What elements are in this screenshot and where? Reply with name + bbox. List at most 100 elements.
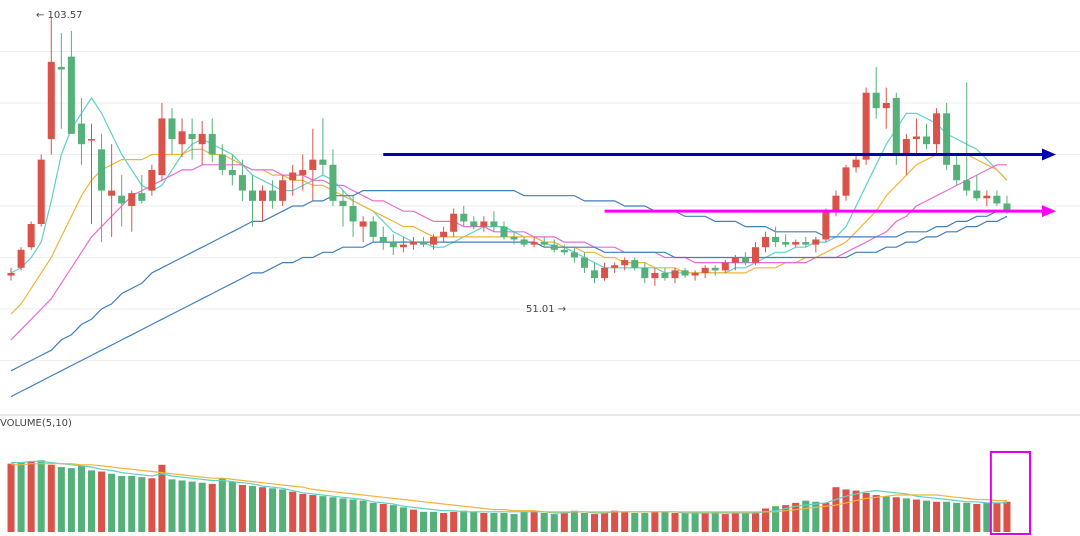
candle-body-4 [47,61,55,140]
volume-bar-81 [822,502,830,532]
volume-bar-49 [500,512,508,532]
candle-body-86 [872,92,880,109]
candle-body-36 [369,221,377,237]
volume-bar-72 [731,512,739,532]
volume-bar-44 [450,511,458,532]
volume-bar-24 [248,486,256,532]
candle-body-1 [17,249,25,268]
volume-bar-9 [98,471,106,532]
candle-body-55 [560,249,568,253]
candle-body-24 [248,190,256,201]
volume-bar-78 [792,502,800,532]
volume-bar-85 [862,492,870,532]
candle-body-8 [87,139,96,141]
candle-body-30 [309,159,317,170]
candle-body-0 [7,272,15,276]
volume-bar-14 [148,478,156,532]
candle-body-13 [138,193,146,201]
volume-bar-79 [802,500,810,532]
volume-bar-6 [67,468,75,532]
volume-bar-31 [319,496,327,532]
volume-bar-2 [27,461,35,532]
candle-body-70 [711,267,719,271]
candle-body-45 [460,213,468,222]
volume-bar-77 [782,505,790,532]
candle-body-75 [762,236,770,248]
candle-body-94 [953,164,961,181]
candle-body-59 [601,267,609,279]
volume-bar-88 [892,497,900,532]
candle-body-81 [822,211,830,240]
volume-bar-69 [701,512,709,532]
volume-bar-66 [671,512,679,532]
level-arrowhead-support [1042,205,1056,218]
candle-body-90 [912,136,920,140]
candle-body-80 [812,239,820,245]
volume-bar-84 [852,490,860,532]
volume-bar-13 [138,477,146,532]
candle-body-9 [98,149,106,191]
volume-bar-30 [309,495,317,532]
candle-body-97 [983,195,991,199]
volume-bar-91 [922,500,931,532]
candle-body-85 [862,92,870,160]
volume-bar-8 [87,470,96,532]
ma-line-ma60b [10,215,1008,398]
candle-body-84 [852,159,860,168]
candle-body-31 [319,159,327,165]
candle-body-88 [892,97,900,155]
candle-body-78 [792,242,800,245]
volume-indicator-label: VOLUME(5,10) [0,418,72,429]
candle-body-95 [963,180,971,191]
candle-body-71 [721,262,729,271]
ma-line-ma5 [10,96,1008,274]
volume-bar-89 [902,498,910,532]
candle-body-99 [1003,203,1011,212]
volume-bar-80 [812,501,820,532]
volume-ma-line-1 [11,463,1007,513]
volume-bar-38 [389,505,397,532]
volume-bar-64 [651,511,659,532]
volume-bar-25 [259,487,267,532]
volume-bar-52 [530,510,538,532]
volume-bar-22 [228,481,236,532]
candle-body-18 [188,133,196,140]
volume-bar-20 [208,483,216,532]
volume-bar-12 [128,476,136,532]
volume-bar-99 [1003,501,1011,532]
candle-body-19 [198,133,206,145]
candle-body-39 [399,244,407,248]
horizontal-levels [383,148,1056,218]
volume-bar-74 [751,511,759,532]
volume-bar-51 [520,511,528,532]
volume-bar-29 [299,493,307,532]
candle-body-37 [379,236,387,243]
candle-body-63 [641,267,649,279]
candle-body-51 [520,239,528,245]
volume-bar-17 [178,480,186,532]
volume-bar-54 [550,514,558,532]
volume-ma-line-0 [11,460,1007,514]
candle-body-29 [299,169,307,176]
candle-body-56 [570,252,578,258]
volume-bar-76 [772,506,780,532]
level-arrowhead-resistance [1042,148,1056,161]
candle-body-98 [993,195,1001,204]
candle-body-52 [530,242,538,245]
volume-bar-16 [168,479,176,532]
volume-bar-23 [238,484,246,532]
volume-bar-90 [912,499,920,532]
candle-body-3 [37,159,45,225]
candle-body-62 [631,260,639,268]
candle-body-76 [772,236,780,243]
volume-bar-61 [621,511,629,532]
volume-bar-96 [973,504,981,532]
candle-body-74 [751,247,759,263]
candle-body-5 [57,66,65,70]
candle-body-82 [832,195,840,212]
ma-line-ma20 [10,164,1007,341]
candle-body-33 [339,200,347,206]
candle-body-14 [148,169,156,191]
volume-bar-55 [560,511,568,532]
